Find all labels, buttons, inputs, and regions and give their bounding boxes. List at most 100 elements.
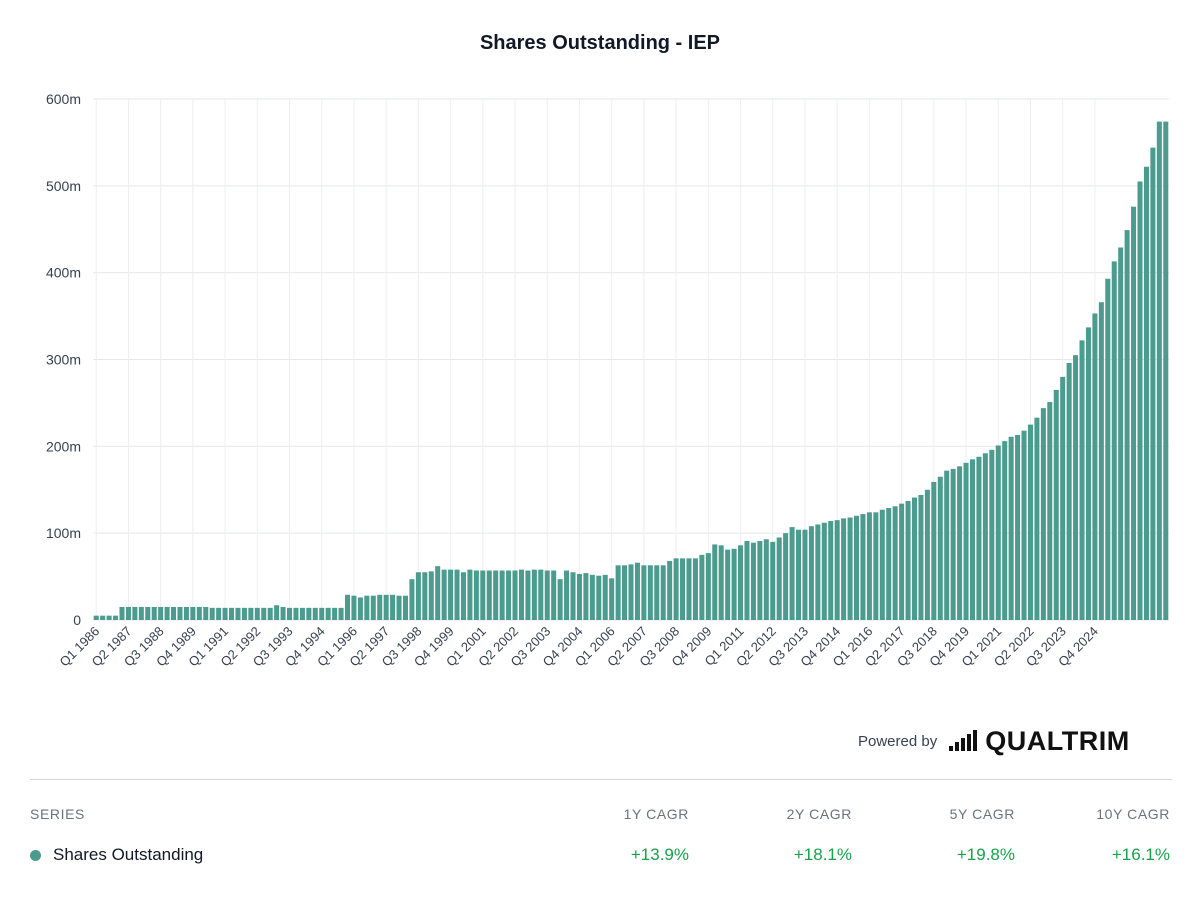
bar[interactable] — [486, 570, 492, 620]
bar[interactable] — [383, 594, 389, 620]
bar[interactable] — [686, 558, 692, 620]
bar[interactable] — [796, 529, 802, 620]
bar[interactable] — [190, 606, 196, 620]
bar[interactable] — [641, 565, 647, 620]
bar[interactable] — [995, 445, 1001, 620]
bar[interactable] — [402, 595, 409, 620]
bar[interactable] — [673, 558, 679, 620]
bar[interactable] — [544, 570, 550, 620]
bar[interactable] — [1137, 181, 1143, 620]
bar[interactable] — [609, 578, 615, 620]
bar[interactable] — [963, 462, 969, 620]
bar[interactable] — [1111, 261, 1117, 620]
bar[interactable] — [1124, 230, 1130, 620]
bar[interactable] — [435, 566, 441, 620]
bar[interactable] — [448, 569, 454, 620]
bar[interactable] — [654, 565, 660, 620]
bar[interactable] — [744, 540, 750, 620]
bar[interactable] — [377, 594, 383, 620]
bar[interactable] — [203, 606, 209, 620]
bar[interactable] — [1002, 441, 1008, 620]
bar[interactable] — [692, 558, 698, 620]
bar[interactable] — [364, 595, 370, 620]
bar[interactable] — [564, 570, 570, 620]
bar[interactable] — [235, 607, 241, 620]
bar[interactable] — [338, 607, 344, 620]
bar[interactable] — [280, 606, 286, 620]
bar[interactable] — [1027, 424, 1033, 620]
bar[interactable] — [125, 606, 131, 620]
bar[interactable] — [873, 512, 879, 620]
bar[interactable] — [834, 520, 840, 620]
bar[interactable] — [396, 595, 402, 620]
bar[interactable] — [667, 560, 673, 620]
bar[interactable] — [1131, 206, 1137, 620]
bar[interactable] — [138, 606, 144, 620]
bar[interactable] — [557, 579, 563, 620]
bar[interactable] — [1092, 313, 1098, 620]
bar[interactable] — [106, 615, 112, 620]
bar[interactable] — [274, 605, 280, 620]
bar[interactable] — [183, 606, 189, 620]
bar[interactable] — [596, 575, 602, 620]
bar[interactable] — [319, 607, 325, 620]
bar[interactable] — [1021, 430, 1027, 620]
bar[interactable] — [1118, 247, 1124, 621]
bar[interactable] — [1047, 402, 1053, 620]
bar[interactable] — [828, 521, 834, 620]
bar[interactable] — [551, 570, 557, 620]
bar[interactable] — [1034, 417, 1040, 620]
bar[interactable] — [222, 607, 228, 620]
bar[interactable] — [209, 607, 215, 620]
bar[interactable] — [428, 571, 434, 620]
bar[interactable] — [1079, 340, 1085, 620]
bar[interactable] — [937, 476, 943, 620]
bar[interactable] — [924, 489, 930, 620]
powered-by[interactable]: Powered by QUALTRIM — [858, 726, 1130, 756]
bar[interactable] — [731, 548, 737, 620]
bar[interactable] — [699, 554, 705, 620]
bar[interactable] — [1040, 408, 1046, 620]
bar[interactable] — [499, 570, 505, 620]
bar[interactable] — [576, 573, 582, 620]
bar[interactable] — [622, 565, 628, 620]
bar[interactable] — [680, 558, 686, 620]
bar[interactable] — [216, 607, 222, 620]
bar[interactable] — [344, 594, 351, 620]
bar[interactable] — [802, 529, 808, 620]
bar[interactable] — [847, 517, 853, 620]
bar[interactable] — [1008, 436, 1014, 620]
bar[interactable] — [441, 569, 447, 620]
bar[interactable] — [480, 570, 486, 620]
bar[interactable] — [841, 518, 847, 620]
bar[interactable] — [705, 553, 711, 620]
bar[interactable] — [570, 572, 576, 620]
bar[interactable] — [164, 606, 170, 620]
bar[interactable] — [422, 572, 428, 620]
bar[interactable] — [763, 539, 769, 620]
bar[interactable] — [615, 565, 621, 620]
bar[interactable] — [229, 607, 235, 620]
bar[interactable] — [196, 606, 202, 620]
bar[interactable] — [512, 570, 518, 620]
bar[interactable] — [860, 514, 866, 620]
bar[interactable] — [460, 572, 466, 620]
bar[interactable] — [1150, 147, 1156, 621]
bar[interactable] — [1060, 376, 1066, 620]
bar[interactable] — [821, 522, 827, 620]
bar[interactable] — [158, 606, 164, 620]
bar[interactable] — [254, 607, 260, 620]
bar[interactable] — [808, 526, 814, 620]
bar[interactable] — [357, 597, 363, 620]
bar[interactable] — [770, 541, 776, 620]
bar[interactable] — [473, 570, 479, 620]
bar[interactable] — [911, 497, 918, 620]
bar[interactable] — [538, 569, 544, 620]
bar[interactable] — [750, 542, 756, 620]
bar[interactable] — [647, 565, 653, 620]
bar[interactable] — [1015, 435, 1021, 620]
bar[interactable] — [776, 537, 782, 620]
bar[interactable] — [976, 456, 982, 620]
bar[interactable] — [409, 579, 415, 620]
bar[interactable] — [151, 606, 157, 620]
